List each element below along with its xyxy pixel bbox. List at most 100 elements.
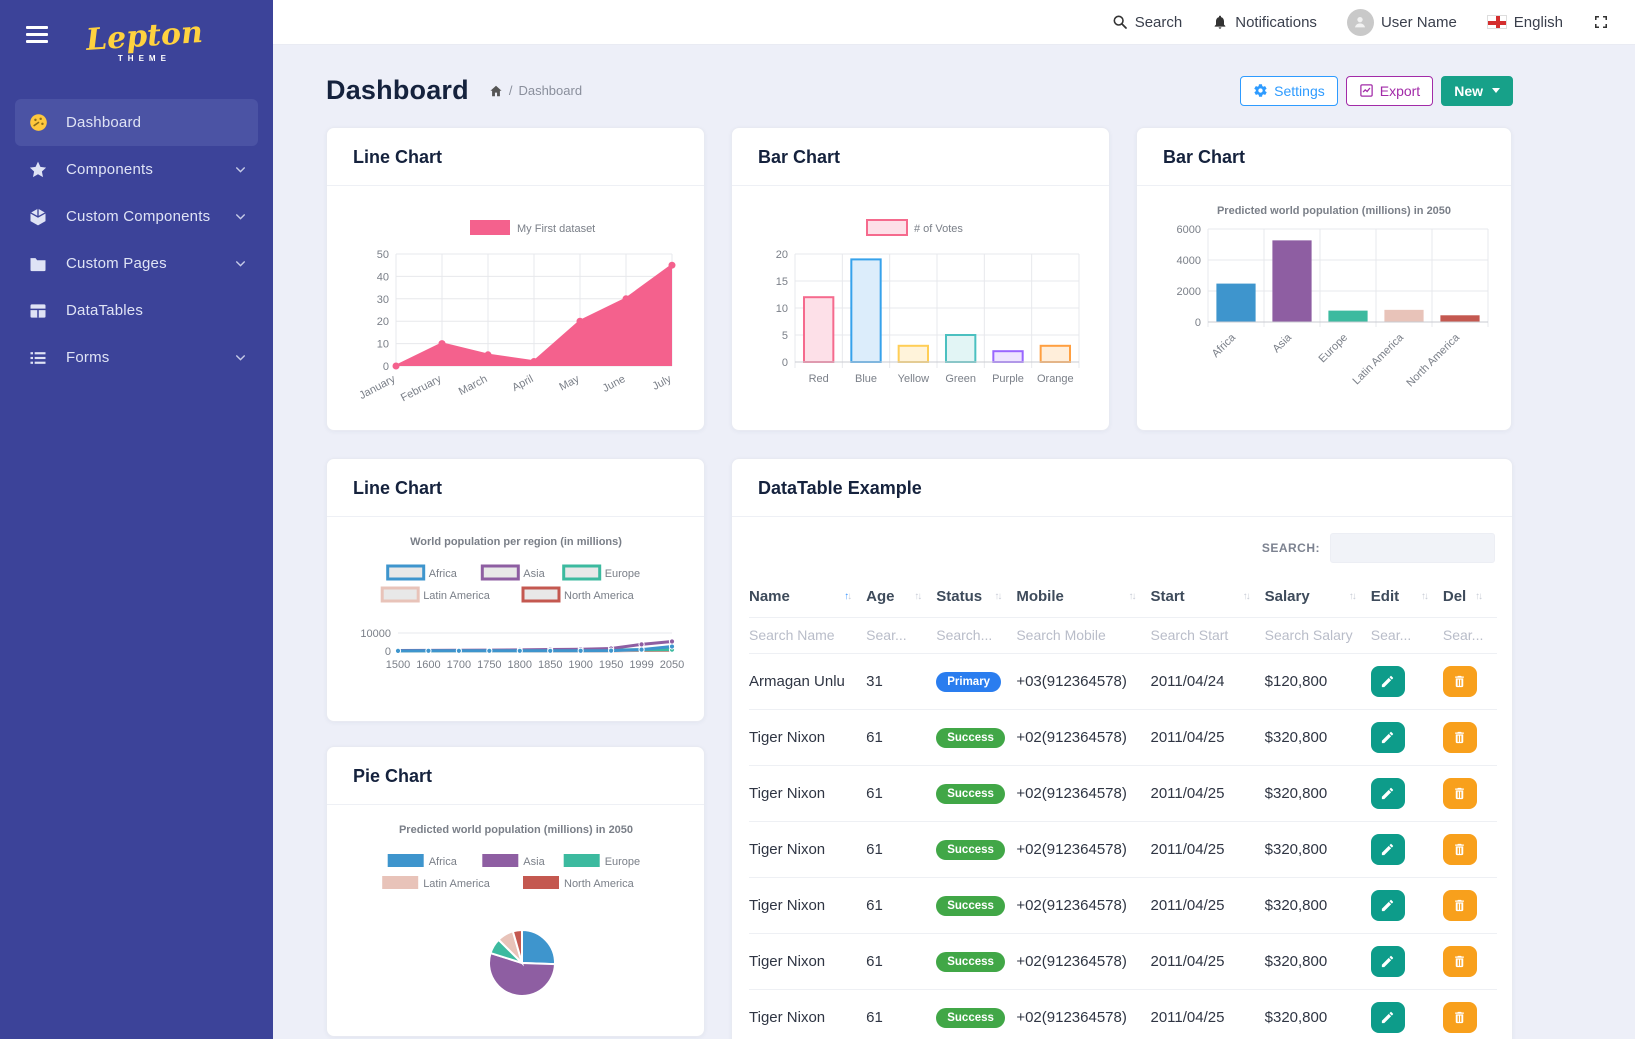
status-badge-cell: Primary: [936, 653, 1017, 710]
table-search-input[interactable]: [1330, 533, 1495, 563]
svg-text:March: March: [456, 373, 489, 398]
svg-text:1999: 1999: [629, 659, 653, 671]
column-header-start[interactable]: Start ↑↓: [1150, 588, 1251, 605]
filter-input-start[interactable]: [1150, 627, 1256, 643]
chevron-down-icon: [234, 163, 248, 177]
table-row: Tiger Nixon 61 Success +02(912364578) 2011/0…: [749, 877, 1497, 934]
fullscreen-button[interactable]: [1593, 14, 1609, 30]
svg-text:0: 0: [781, 357, 787, 369]
filter-input-mobile[interactable]: [1016, 627, 1140, 643]
delete-button[interactable]: [1442, 778, 1477, 809]
sidebar-item-components[interactable]: Components: [15, 146, 258, 193]
column-header-mobile[interactable]: Mobile ↑↓: [1016, 588, 1137, 605]
sort-icon[interactable]: ↑↓: [1242, 591, 1251, 602]
svg-text:Latin America: Latin America: [423, 590, 491, 602]
status-badge: Success: [936, 1007, 1005, 1028]
sort-icon[interactable]: ↑↓: [1475, 591, 1483, 602]
svg-text:30: 30: [376, 294, 388, 306]
svg-text:2050: 2050: [659, 659, 683, 671]
delete-button[interactable]: [1442, 946, 1477, 977]
edit-button[interactable]: [1370, 666, 1405, 697]
delete-button[interactable]: [1442, 1002, 1477, 1033]
column-header-status[interactable]: Status ↑↓: [936, 588, 1002, 605]
cell-mobile: +02(912364578): [1016, 877, 1151, 934]
delete-button[interactable]: [1442, 834, 1477, 865]
line-chart-canvas[interactable]: My First dataset 0 10 20 30 40 50 January Februa…: [350, 194, 682, 417]
edit-button[interactable]: [1370, 834, 1405, 865]
svg-text:0: 0: [382, 361, 388, 373]
settings-button[interactable]: Settings: [1240, 75, 1338, 106]
card-title: Bar Chart: [732, 128, 1109, 186]
caret-down-icon: [1492, 88, 1500, 93]
sort-icon[interactable]: ↑↓: [914, 591, 922, 602]
trash-icon: [1455, 787, 1465, 800]
chevron-down-icon: [234, 351, 248, 365]
svg-text:Africa: Africa: [428, 568, 457, 580]
pie-chart-canvas[interactable]: Predicted world population (millions) in…: [342, 813, 690, 1030]
notifications-button[interactable]: Notifications: [1212, 14, 1317, 31]
pencil-icon: [1382, 955, 1394, 968]
sidebar-item-custom-components[interactable]: Custom Components: [15, 193, 258, 240]
export-button[interactable]: Export: [1345, 75, 1434, 106]
edit-button[interactable]: [1370, 890, 1405, 921]
svg-text:10: 10: [376, 339, 388, 351]
filter-input-status[interactable]: [936, 627, 1010, 643]
svg-text:January: January: [357, 373, 398, 402]
sidebar-item-label: Custom Components: [66, 208, 211, 225]
edit-button[interactable]: [1370, 722, 1405, 753]
svg-text:1600: 1600: [416, 659, 440, 671]
column-header-edit[interactable]: Edit ↑↓: [1370, 588, 1429, 605]
line-chart-2-canvas[interactable]: World population per region (in millions…: [342, 525, 690, 715]
svg-text:0: 0: [1195, 317, 1201, 329]
sidebar-item-forms[interactable]: Forms: [15, 334, 258, 381]
column-header-del[interactable]: Del ↑↓: [1442, 588, 1483, 605]
edit-button[interactable]: [1370, 778, 1405, 809]
edit-button[interactable]: [1370, 946, 1405, 977]
cell-start: 2011/04/25: [1150, 765, 1265, 822]
svg-text:6000: 6000: [1177, 224, 1201, 236]
filter-input-edit[interactable]: [1370, 627, 1438, 643]
svg-text:10: 10: [775, 303, 787, 315]
breadcrumb-current[interactable]: Dashboard: [518, 83, 583, 98]
sort-icon[interactable]: ↑↓: [844, 591, 852, 602]
column-header-salary[interactable]: Salary ↑↓: [1264, 588, 1357, 605]
user-menu[interactable]: User Name: [1346, 8, 1457, 36]
column-header-age[interactable]: Age ↑↓: [866, 588, 922, 605]
svg-text:10000: 10000: [360, 628, 391, 640]
filter-input-age[interactable]: [866, 627, 931, 643]
filter-input-salary[interactable]: [1264, 627, 1363, 643]
menu-toggle-icon[interactable]: [26, 26, 48, 47]
filter-input-del[interactable]: [1442, 627, 1493, 643]
svg-text:Latin America: Latin America: [1351, 331, 1407, 387]
cell-name: Tiger Nixon: [749, 877, 867, 934]
sidebar-item-custom-pages[interactable]: Custom Pages: [15, 240, 258, 287]
sort-icon[interactable]: ↑↓: [1348, 591, 1357, 602]
new-button[interactable]: New: [1441, 75, 1513, 106]
sort-icon[interactable]: ↑↓: [1420, 591, 1429, 602]
sidebar-item-dashboard[interactable]: Dashboard: [15, 99, 258, 146]
sidebar-item-label: DataTables: [66, 302, 144, 319]
search-button[interactable]: Search: [1112, 14, 1182, 31]
column-header-name[interactable]: Name ↑↓: [749, 588, 852, 605]
logo[interactable]: Lepton THEME: [85, 15, 204, 63]
cell-age: 61: [866, 709, 937, 766]
trash-icon: [1455, 675, 1465, 688]
delete-button[interactable]: [1442, 722, 1477, 753]
sidebar-item-datatables[interactable]: DataTables: [15, 287, 258, 334]
cell-mobile: +02(912364578): [1016, 933, 1151, 990]
delete-button[interactable]: [1442, 666, 1477, 697]
star-icon: [27, 159, 49, 181]
bar-chart-canvas[interactable]: # of Votes 0 5 10 15 20 Red Blue Yellow Green Purp…: [755, 194, 1087, 417]
svg-text:North America: North America: [564, 878, 635, 890]
sort-icon[interactable]: ↑↓: [1128, 591, 1137, 602]
svg-text:# of Votes: # of Votes: [914, 223, 963, 235]
cell-salary: $320,800: [1264, 765, 1371, 822]
language-selector[interactable]: English: [1486, 14, 1563, 31]
line-chart-card: Line Chart My First dataset 0 10 20 30 40 50 Ja…: [326, 127, 705, 431]
filter-input-name[interactable]: [749, 627, 857, 643]
delete-button[interactable]: [1442, 890, 1477, 921]
edit-button[interactable]: [1370, 1002, 1405, 1033]
sort-icon[interactable]: ↑↓: [994, 591, 1002, 602]
cell-name: Tiger Nixon: [749, 821, 867, 878]
bar-chart-2-canvas[interactable]: Predicted world population (millions) in…: [1150, 194, 1498, 424]
